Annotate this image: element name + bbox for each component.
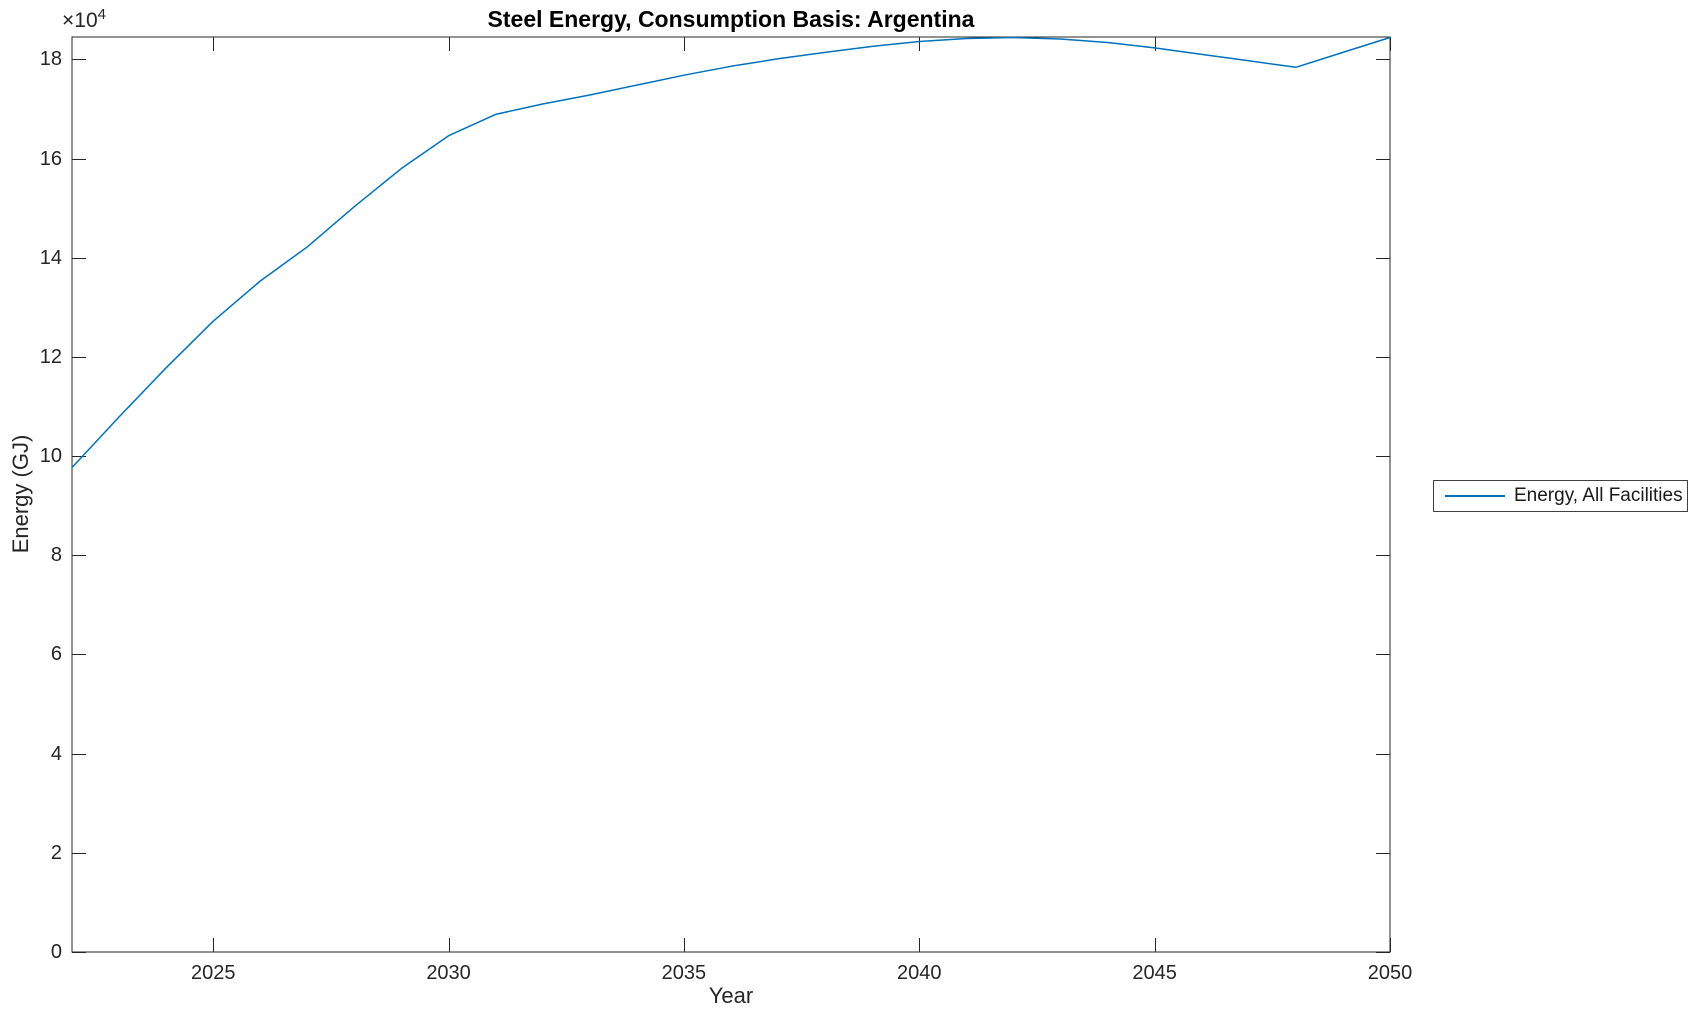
y-tick-label-16: 16: [39, 147, 62, 170]
y-tick-label-14: 14: [39, 246, 62, 269]
y-tick-label-4: 4: [50, 742, 62, 765]
y-tick-label-6: 6: [50, 643, 62, 666]
y-tick-label-10: 10: [39, 445, 62, 468]
x-tick-label-2050: 2050: [1367, 962, 1413, 984]
x-tick-label-2030: 2030: [426, 962, 471, 984]
x-axis-label: Year: [708, 983, 754, 1008]
y-tick-label-2: 2: [50, 841, 62, 864]
y-tick-label-12: 12: [39, 345, 62, 368]
y-tick-label-18: 18: [39, 48, 62, 71]
legend: Energy, All Facilities: [1433, 480, 1688, 512]
y-axis-exponent: ×104: [62, 6, 106, 33]
y-axis-exponent-power: 4: [97, 6, 106, 23]
y-tick-label-0: 0: [50, 941, 62, 963]
chart-title: Steel Energy, Consumption Basis: Argenti…: [487, 6, 975, 32]
series-line-energy-all-facilities: [71, 36, 1391, 469]
y-tick-label-8: 8: [50, 544, 62, 567]
axes-box: [71, 36, 1391, 953]
x-tick-label-2040: 2040: [897, 962, 942, 984]
x-tick-label-2035: 2035: [661, 962, 707, 984]
x-tick-label-2025: 2025: [190, 962, 236, 984]
legend-entry-label: Energy, All Facilities: [1514, 485, 1683, 506]
y-axis-exponent-base: ×10: [62, 9, 98, 32]
x-tick-label-2045: 2045: [1132, 962, 1177, 984]
legend-line-sample: [1445, 495, 1505, 497]
